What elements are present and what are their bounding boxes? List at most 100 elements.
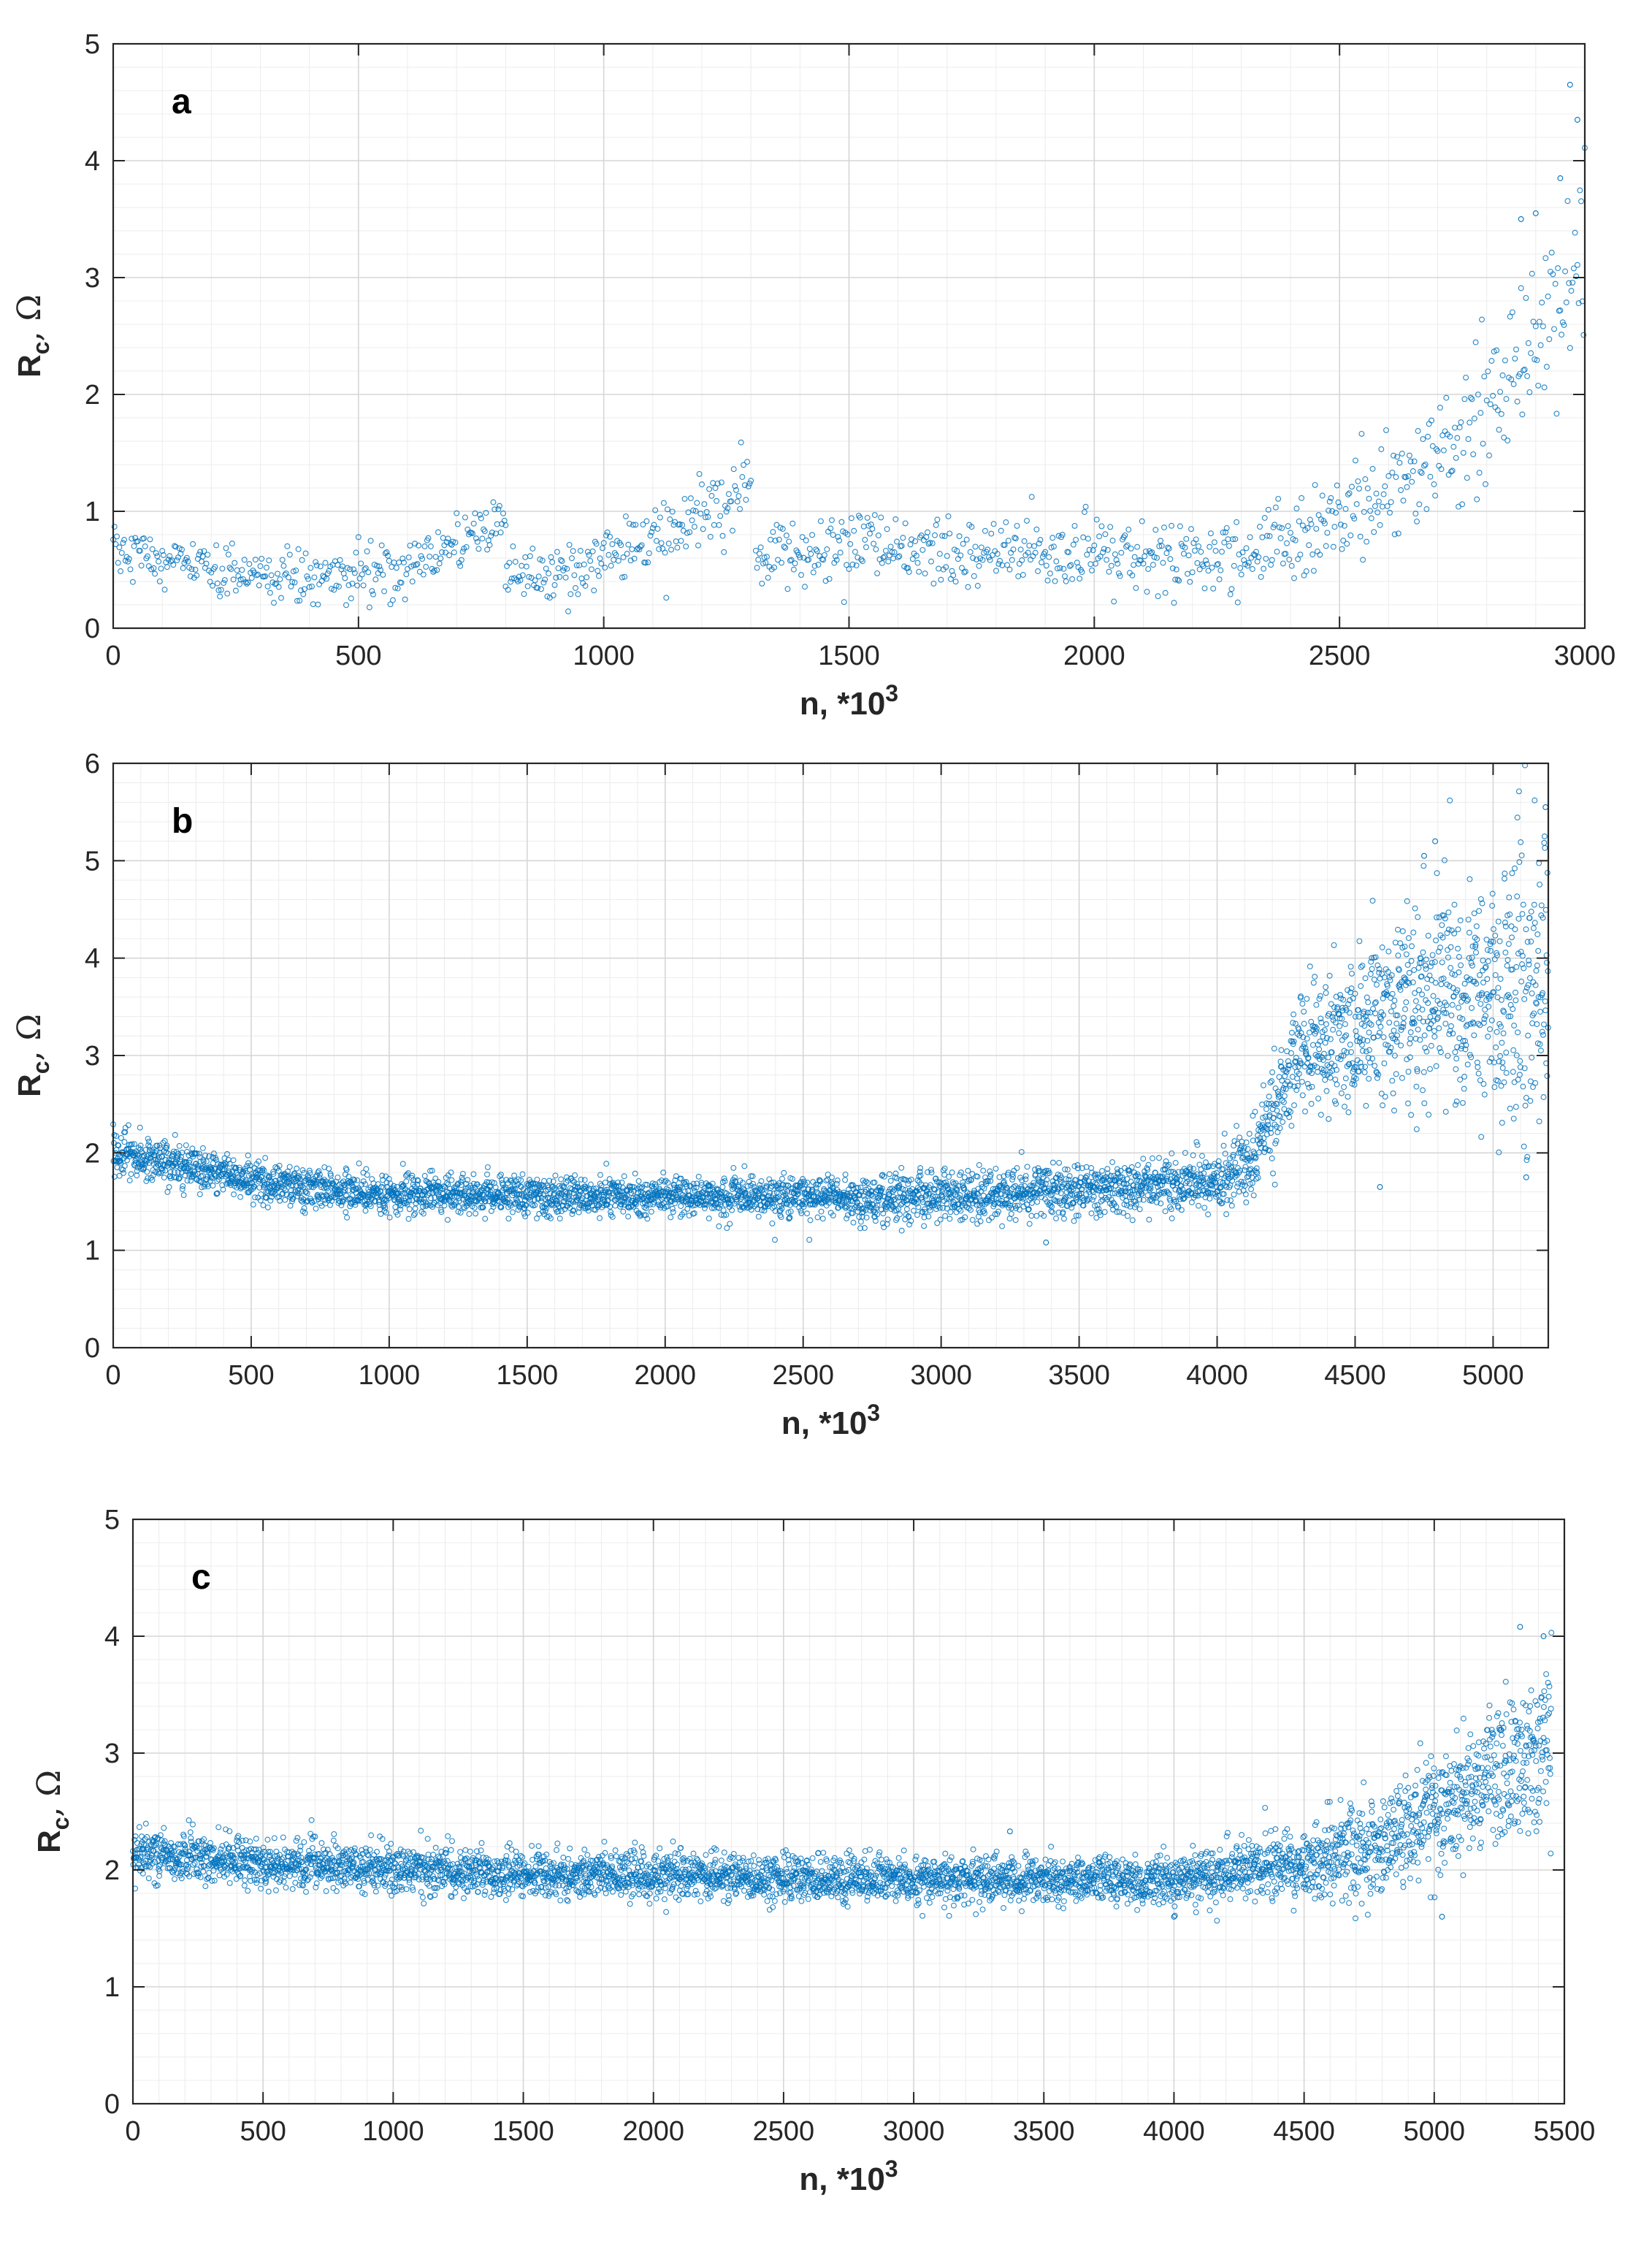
data-point — [1167, 556, 1174, 562]
data-point — [1291, 1102, 1297, 1109]
data-point — [291, 1170, 298, 1177]
data-point — [835, 533, 841, 540]
data-point — [466, 1211, 473, 1217]
data-point — [725, 491, 732, 497]
data-point — [572, 1172, 578, 1178]
data-point — [1559, 332, 1565, 338]
data-point — [554, 549, 560, 555]
data-point — [1231, 562, 1237, 569]
data-point — [769, 1220, 776, 1226]
data-point — [691, 524, 697, 530]
data-point — [584, 574, 590, 581]
data-point — [1426, 421, 1432, 427]
data-point — [334, 1174, 341, 1180]
data-point — [1211, 539, 1217, 546]
data-point — [1537, 342, 1544, 348]
data-point — [548, 554, 554, 560]
data-point — [1577, 187, 1583, 194]
data-point — [177, 1166, 184, 1172]
data-point — [437, 1207, 444, 1213]
data-point — [294, 1193, 301, 1199]
data-point — [144, 1169, 150, 1175]
data-point — [1172, 1159, 1179, 1166]
data-point — [834, 1177, 841, 1183]
data-point — [559, 558, 565, 565]
data-point — [1396, 459, 1403, 466]
data-point — [519, 562, 525, 569]
data-point — [914, 1212, 920, 1218]
data-point — [415, 1177, 421, 1184]
data-point — [1035, 568, 1041, 574]
data-point — [1295, 556, 1301, 562]
data-point — [1006, 566, 1013, 573]
data-point — [594, 568, 601, 574]
data-point — [756, 550, 762, 557]
data-point — [1182, 544, 1188, 551]
data-point — [157, 1145, 164, 1151]
data-point — [1448, 468, 1454, 475]
data-point — [1104, 546, 1111, 553]
data-point — [1499, 372, 1506, 378]
data-point — [286, 551, 293, 558]
data-point — [1360, 557, 1366, 563]
data-point — [1004, 562, 1011, 568]
data-point — [1263, 1106, 1269, 1112]
y-tick-label: 2 — [85, 380, 100, 411]
data-point — [600, 545, 605, 551]
data-point — [864, 514, 871, 521]
data-point — [564, 565, 570, 572]
data-point — [521, 591, 527, 598]
data-point — [214, 1178, 221, 1184]
data-point — [1334, 482, 1340, 489]
data-point — [463, 543, 470, 550]
data-point — [383, 1173, 389, 1180]
data-point — [1362, 476, 1369, 482]
data-point — [1346, 490, 1353, 497]
y-tick-label: 3 — [85, 263, 100, 294]
data-point — [808, 551, 814, 557]
data-point — [399, 1181, 405, 1187]
data-point — [286, 1164, 293, 1170]
data-point — [181, 560, 188, 566]
data-point — [1060, 565, 1067, 572]
data-point — [1523, 294, 1529, 301]
data-point — [198, 558, 204, 565]
data-point — [844, 531, 851, 538]
data-point — [340, 563, 345, 570]
data-point — [721, 549, 727, 555]
data-point — [1253, 549, 1259, 555]
data-point — [1016, 560, 1022, 567]
data-point — [1063, 578, 1069, 584]
data-point — [1071, 1218, 1077, 1224]
data-point — [955, 556, 961, 562]
data-point — [155, 1156, 161, 1163]
data-point — [663, 595, 670, 601]
data-point — [1086, 546, 1093, 553]
data-point — [1042, 549, 1049, 555]
data-point — [632, 1170, 638, 1177]
data-point — [596, 573, 602, 579]
data-point — [1234, 599, 1241, 606]
x-tick-label: 3000 — [1554, 641, 1616, 671]
data-point — [237, 576, 244, 583]
data-point — [869, 525, 876, 532]
data-point — [1286, 557, 1293, 562]
data-point — [977, 1218, 984, 1224]
data-point — [442, 1196, 448, 1203]
data-point — [1524, 373, 1531, 379]
data-point — [1384, 503, 1391, 509]
data-point — [755, 1213, 762, 1220]
data-point — [409, 579, 416, 585]
data-point — [649, 529, 655, 535]
data-point — [204, 551, 211, 558]
data-point — [813, 546, 819, 553]
data-point — [997, 557, 1003, 564]
data-point — [972, 543, 979, 550]
data-point — [293, 568, 299, 573]
data-point — [1201, 585, 1208, 592]
data-point — [1414, 518, 1420, 524]
data-point — [1028, 1213, 1035, 1219]
data-point — [1269, 557, 1275, 563]
data-point — [1071, 522, 1078, 529]
data-point — [256, 1184, 263, 1191]
